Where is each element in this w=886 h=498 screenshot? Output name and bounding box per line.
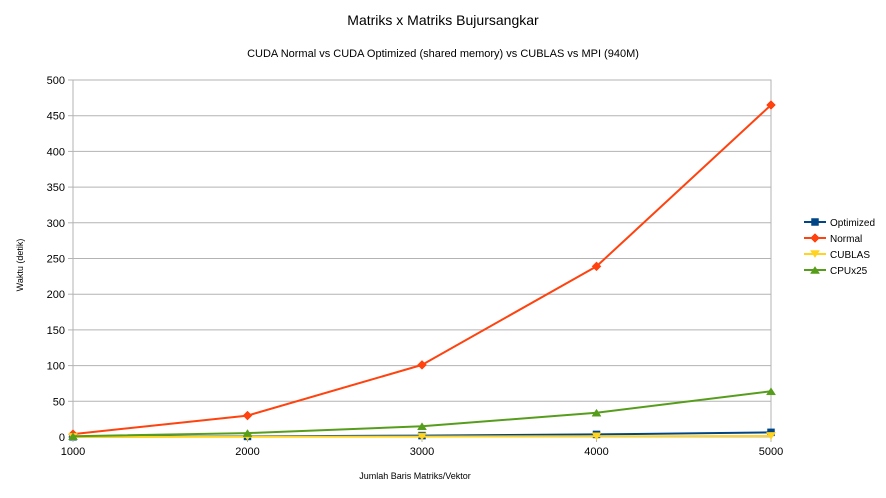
data-point <box>417 422 427 431</box>
legend-label: CUBLAS <box>830 250 870 261</box>
series-line <box>72 104 772 436</box>
legend-marker <box>811 218 819 226</box>
y-tick-label: 200 <box>47 289 65 301</box>
y-tick-label: 150 <box>47 325 65 337</box>
data-point <box>591 432 602 441</box>
x-axis-ticks: 1000 2000 3000 4000 5000 <box>61 437 783 458</box>
x-tick-label: 2000 <box>235 446 259 458</box>
legend-marker <box>810 250 820 258</box>
legend-marker <box>810 233 820 243</box>
legend-item: Optimized <box>804 218 875 229</box>
series-lines <box>68 100 776 441</box>
x-tick-label: 5000 <box>759 446 783 458</box>
legend-label: Optimized <box>830 218 875 229</box>
x-tick-label: 1000 <box>61 446 85 458</box>
series-cpux25 <box>68 387 776 441</box>
data-point <box>591 408 602 417</box>
series-normal <box>68 100 776 439</box>
legend: Optimized Normal CUBLAS CPUx25 <box>804 218 875 277</box>
chart-subtitle: CUDA Normal vs CUDA Optimized (shared me… <box>247 48 639 60</box>
y-axis-label: Waktu (detik) <box>15 239 25 292</box>
y-tick-label: 350 <box>47 182 65 194</box>
y-tick-label: 50 <box>53 396 65 408</box>
legend-marker <box>810 266 820 274</box>
x-tick-label: 4000 <box>584 446 608 458</box>
data-point <box>68 432 78 441</box>
data-point <box>242 429 253 437</box>
y-tick-label: 450 <box>47 111 65 123</box>
y-tick-label: 100 <box>47 361 65 373</box>
x-tick-label: 3000 <box>410 446 434 458</box>
data-point <box>242 410 253 421</box>
data-point <box>417 360 427 370</box>
chart-title: Matriks x Matriks Bujursangkar <box>347 12 539 28</box>
data-point <box>591 261 602 272</box>
data-point <box>766 432 776 440</box>
legend-item: Normal <box>804 233 862 245</box>
y-tick-label: 0 <box>59 432 65 444</box>
y-axis-ticks: 0 50 100 150 200 250 300 350 400 450 500 <box>47 75 73 444</box>
legend-item: CPUx25 <box>804 266 868 277</box>
gridlines <box>73 79 771 438</box>
legend-item: CUBLAS <box>804 250 870 261</box>
y-tick-label: 250 <box>47 254 65 266</box>
y-tick-label: 400 <box>47 146 65 158</box>
data-point <box>766 387 776 396</box>
data-point <box>417 432 427 441</box>
legend-label: CPUx25 <box>830 266 868 277</box>
data-point <box>766 100 776 110</box>
x-axis-label: Jumlah Baris Matriks/Vektor <box>359 471 471 481</box>
y-tick-label: 300 <box>47 218 65 230</box>
y-tick-label: 500 <box>47 75 65 87</box>
legend-label: Normal <box>830 234 862 245</box>
